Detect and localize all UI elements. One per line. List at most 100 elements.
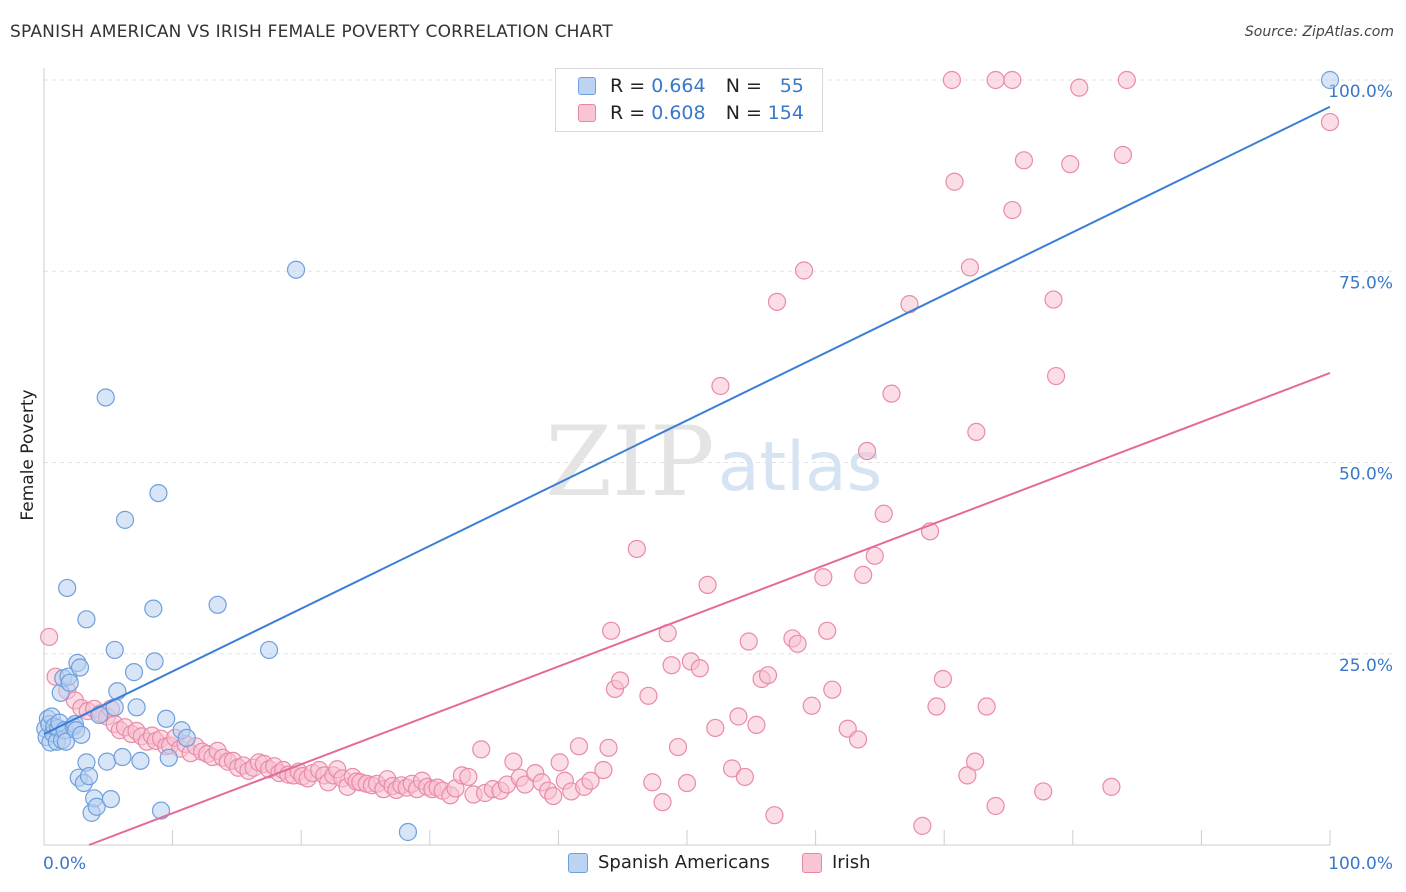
point-irish	[1320, 112, 1340, 132]
point-irish	[965, 752, 985, 771]
legend-swatch-pink	[802, 852, 822, 873]
point-spanish-americans	[177, 728, 196, 748]
legend-row-irish: R = 0.608 N = 154	[578, 101, 804, 125]
point-irish	[758, 666, 778, 685]
x-tick-label: 100.0%	[1328, 854, 1393, 874]
point-spanish-americans	[208, 595, 227, 614]
point-irish	[698, 575, 717, 595]
point-spanish-americans	[157, 709, 176, 728]
point-irish	[735, 767, 754, 787]
point-irish	[472, 740, 491, 759]
y-tick-label: 50.0%	[1339, 465, 1393, 485]
legend-swatch-blue	[568, 852, 588, 873]
point-irish	[913, 816, 932, 835]
point-irish	[459, 767, 478, 787]
point-irish	[639, 686, 658, 705]
point-spanish-americans	[72, 725, 91, 744]
point-irish	[818, 621, 837, 640]
point-irish	[986, 70, 1005, 90]
legend-swatch-pink	[578, 104, 596, 122]
point-spanish-americans	[113, 747, 132, 767]
point-spanish-americans	[79, 767, 99, 786]
point-irish	[1117, 70, 1136, 90]
point-irish	[814, 568, 833, 587]
point-irish	[1014, 151, 1034, 170]
legend-item-irish[interactable]: Irish	[802, 852, 871, 873]
legend-swatch-blue	[578, 77, 596, 95]
legend-n-value: 154	[767, 102, 804, 124]
point-irish	[643, 773, 662, 792]
point-spanish-americans	[1320, 70, 1340, 90]
point-irish	[765, 806, 784, 825]
point-irish	[823, 680, 842, 699]
point-irish	[739, 632, 758, 651]
legend-n-value: 55	[779, 75, 804, 97]
point-irish	[677, 773, 697, 793]
point-irish	[1113, 145, 1133, 165]
point-spanish-americans	[105, 640, 124, 660]
point-irish	[874, 504, 893, 523]
point-irish	[581, 771, 600, 790]
point-irish	[857, 441, 877, 461]
point-irish	[1046, 366, 1066, 386]
point-irish	[958, 766, 977, 785]
point-irish	[662, 656, 681, 675]
point-spanish-americans	[145, 652, 164, 671]
legend-item-spanish-americans[interactable]: Spanish Americans	[568, 852, 770, 873]
point-irish	[550, 753, 569, 772]
legend-n-label: N =	[725, 75, 762, 97]
point-spanish-americans	[151, 801, 171, 820]
point-irish	[747, 715, 766, 734]
point-irish	[960, 258, 980, 277]
source-label: Source: ZipAtlas.com	[1244, 24, 1394, 40]
point-irish	[602, 621, 621, 640]
point-irish	[711, 376, 730, 396]
point-irish	[848, 730, 868, 749]
point-spanish-americans	[131, 751, 150, 770]
point-irish	[967, 422, 986, 441]
point-irish	[794, 261, 814, 280]
point-irish	[722, 759, 742, 778]
y-axis-label: Female Poverty	[18, 389, 38, 520]
point-irish	[767, 292, 787, 311]
point-irish	[788, 634, 807, 653]
point-spanish-americans	[115, 510, 135, 529]
point-irish	[653, 793, 672, 812]
point-irish	[945, 172, 964, 191]
point-spanish-americans	[259, 640, 279, 660]
point-irish	[40, 627, 59, 647]
point-irish	[1003, 200, 1022, 220]
point-irish	[1044, 290, 1063, 309]
x-tick-label: 0.0%	[43, 854, 86, 874]
legend-r-label: R =	[610, 102, 646, 124]
point-spanish-americans	[149, 484, 168, 503]
point-spanish-americans	[159, 748, 178, 767]
y-tick-label: 100.0%	[1328, 82, 1393, 102]
point-spanish-americans	[105, 698, 124, 717]
point-irish	[729, 707, 748, 726]
chart-title: SPANISH AMERICAN VS IRISH FEMALE POVERTY…	[10, 22, 613, 42]
point-irish	[1061, 155, 1080, 174]
legend-label-irish: Irish	[832, 852, 871, 873]
point-irish	[986, 796, 1005, 816]
point-spanish-americans	[96, 388, 115, 407]
point-irish	[927, 697, 946, 716]
point-irish	[504, 752, 523, 771]
point-irish	[668, 737, 688, 757]
point-irish	[627, 539, 646, 559]
point-irish	[977, 697, 996, 716]
legend-r-value: 0.664	[651, 75, 706, 97]
legend-r-label: R =	[610, 75, 646, 97]
trendline-irish	[88, 372, 1331, 846]
y-tick-label: 75.0%	[1339, 273, 1393, 293]
point-irish	[865, 546, 884, 565]
point-spanish-americans	[97, 752, 117, 771]
point-spanish-americans	[108, 682, 127, 701]
point-irish	[933, 669, 953, 689]
trendline-spanish-americans	[43, 105, 1331, 735]
legend-label-spanish-americans: Spanish Americans	[598, 852, 770, 873]
point-irish	[599, 738, 618, 757]
point-spanish-americans	[70, 658, 90, 677]
point-spanish-americans	[87, 797, 106, 816]
